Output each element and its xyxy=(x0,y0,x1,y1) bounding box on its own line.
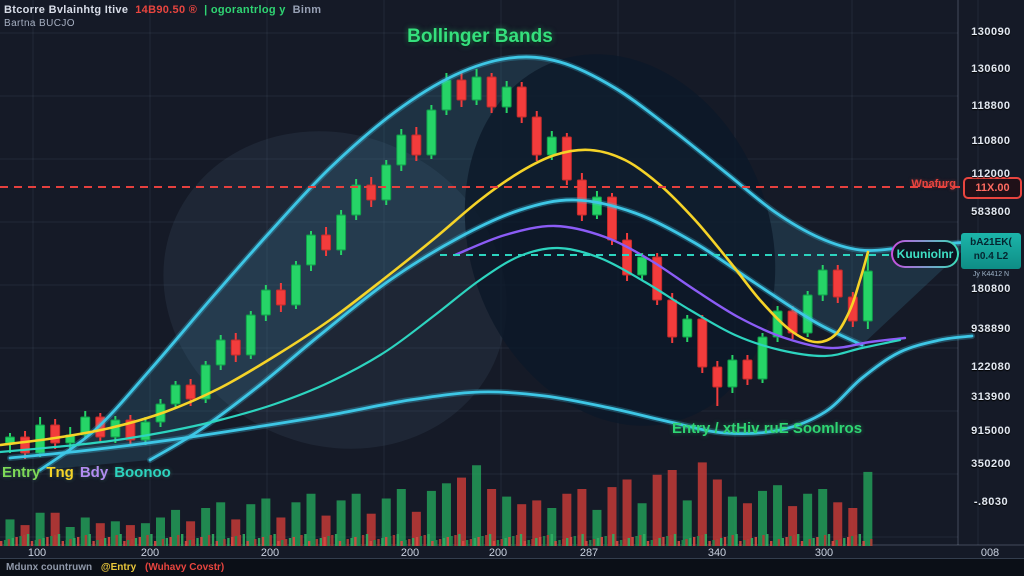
chart-title: Bollinger Bands xyxy=(407,26,553,47)
entry-word-2: Bdy xyxy=(79,464,109,481)
price-axis-label: 313900 xyxy=(971,391,1011,403)
monitor-pill-button[interactable]: Kuuniolnr xyxy=(891,240,959,268)
current-price-tag: bA21EK( n0.4 L2 xyxy=(961,233,1021,269)
ticker-segment-0: Btcorre Bvlainhtg Itive xyxy=(4,4,129,16)
time-axis-label: 200 xyxy=(260,547,280,559)
ticker-segment-1: 14B90.50 ® xyxy=(135,4,198,16)
entry-annotation: Entry Tng Bdy Boonoo xyxy=(2,464,177,481)
entry-exit-annotation: Entry / xtHiv ruE Soomlros xyxy=(672,420,863,437)
price-axis-label: 350200 xyxy=(971,458,1011,470)
price-axis-label: 118800 xyxy=(971,100,1011,112)
entry-word-1: Tng xyxy=(46,464,74,481)
price-axis-label: 180800 xyxy=(971,283,1011,295)
time-axis-label: 200 xyxy=(140,547,160,559)
status-bar: Mdunx countruwn @Entry (Wuhavy Covstr) xyxy=(0,558,1024,576)
time-axis-label: 287 xyxy=(579,547,599,559)
ticker-segment-2: | ogorantrlog y xyxy=(204,4,286,16)
price-axis-label: 915000 xyxy=(971,425,1011,437)
symbol-label: Bartna BUCJO xyxy=(4,18,75,29)
price-axis-label: 938890 xyxy=(971,323,1011,335)
price-axis-label: 583800 xyxy=(971,206,1011,218)
price-axis-label: 110800 xyxy=(971,135,1011,147)
current-price-line1: bA21EK( xyxy=(970,237,1012,248)
status-countdown: Mdunx countruwn xyxy=(6,562,93,573)
price-axis-label: 122080 xyxy=(971,361,1011,373)
time-axis-label: 008 xyxy=(980,547,1000,559)
warning-line-label: Wnafurg xyxy=(911,178,956,190)
time-axis-label: 100 xyxy=(27,547,47,559)
time-axis-label: 340 xyxy=(707,547,727,559)
current-price-line2: n0.4 L2 xyxy=(973,251,1009,262)
price-axis-label: 130090 xyxy=(971,26,1011,38)
status-warning: (Wuhavy Covstr) xyxy=(144,562,225,573)
current-price-subtext: Jy K4412 N xyxy=(972,271,1010,278)
price-axis-label: 130600 xyxy=(971,63,1011,75)
time-axis-label: 300 xyxy=(814,547,834,559)
ticker-line: Btcorre Bvlainhtg Itive 14B90.50 ® | ogora… xyxy=(4,4,328,16)
status-entry: @Entry xyxy=(100,562,137,573)
time-axis-label: 200 xyxy=(488,547,508,559)
entry-word-0: Entry xyxy=(2,464,41,481)
price-axis-label: -.8030 xyxy=(973,496,1009,508)
entry-word-3: Boonoo xyxy=(114,464,171,481)
price-axis-label: 112000 xyxy=(971,168,1011,180)
time-axis-label: 200 xyxy=(400,547,420,559)
ticker-segment-3: Binm xyxy=(292,4,322,16)
warning-price-tag: 11X.00 xyxy=(963,177,1022,199)
